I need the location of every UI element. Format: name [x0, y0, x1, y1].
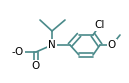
Text: N: N	[48, 40, 56, 50]
Text: -O: -O	[12, 47, 24, 57]
Text: O: O	[108, 40, 116, 50]
Text: Cl: Cl	[95, 20, 105, 30]
Text: O: O	[32, 61, 40, 71]
